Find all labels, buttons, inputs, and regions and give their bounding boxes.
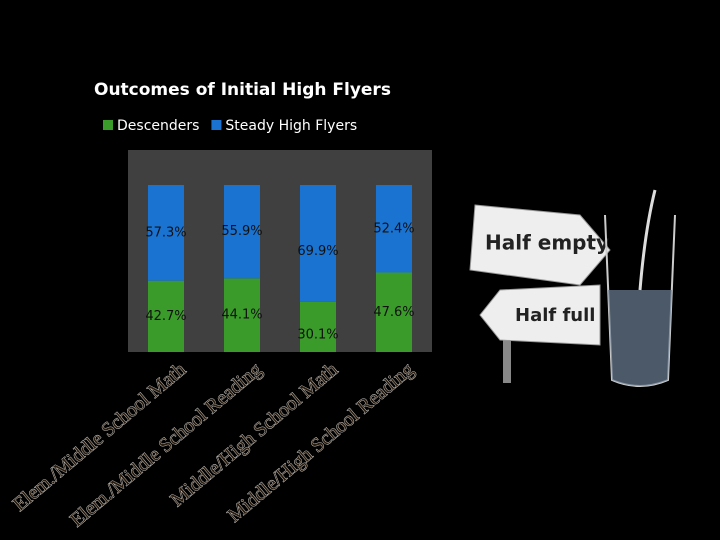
sign-text: Half empty (485, 231, 609, 255)
bar-segment (148, 280, 184, 352)
data-label: 55.9% (221, 224, 262, 239)
bar-segment (224, 185, 260, 279)
chart-title: Outcomes of Initial High Flyers (94, 80, 391, 100)
bar-segment (148, 185, 184, 281)
data-label: 42.7% (145, 309, 186, 324)
data-label: 44.1% (221, 308, 262, 323)
bar-segment (224, 278, 260, 352)
bar-segment (376, 185, 412, 273)
illustration: Half empty Half full (469, 189, 676, 387)
sign-board (469, 204, 611, 286)
data-label: 47.6% (373, 305, 414, 320)
legend-swatch (211, 120, 222, 130)
water (608, 290, 672, 386)
legend-label: Descenders (117, 118, 199, 134)
legend-label: Steady High Flyers (225, 118, 357, 134)
data-label: 52.4% (373, 221, 414, 236)
water-stream (638, 189, 657, 291)
data-label: 57.3% (145, 225, 186, 240)
sign-board (479, 284, 601, 346)
data-label: 69.9% (297, 244, 338, 259)
bar-segment (300, 301, 336, 352)
bar-segment (300, 185, 336, 302)
sign-text: Half full (515, 305, 595, 326)
legend-swatch (103, 120, 113, 130)
data-label: 30.1% (297, 327, 338, 342)
bar-segment (376, 272, 412, 352)
